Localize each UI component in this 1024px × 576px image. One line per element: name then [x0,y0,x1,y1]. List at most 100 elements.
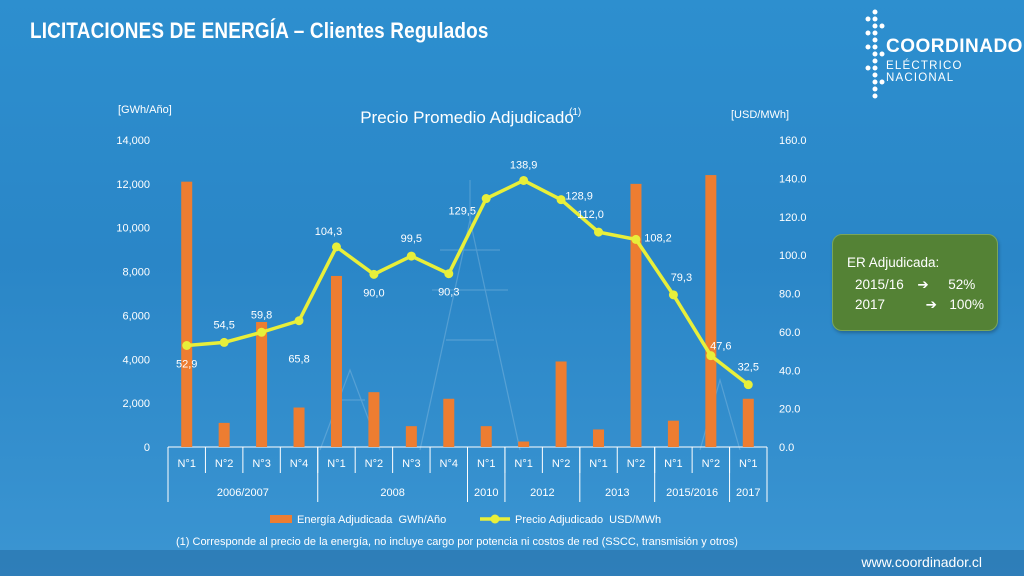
x-category-label: N°2 [702,458,720,470]
left-axis-tick-label: 10,000 [116,223,150,235]
er-row2-value: 100% [949,297,984,312]
price-point [519,175,529,185]
price-data-label: 128,9 [565,191,593,203]
chart-footnote: (1) Corresponde al precio de la energía,… [176,536,738,548]
logo-text-main: COORDINADOR [886,36,1024,57]
price-data-label: 129,5 [448,206,476,218]
slide-title: LICITACIONES DE ENERGÍA – Clientes Regul… [30,18,489,43]
chart-title-superscript: (1) [569,107,581,118]
legend-label-energy: Energía Adjudicada GWh/Año [297,514,446,526]
right-axis-tick-label: 100.0 [779,250,807,262]
er-adjudicada-box: ER Adjudicada: 2015/16 ➔ 52% 2017 ➔ 100% [832,234,998,331]
energy-bar [593,429,605,447]
left-axis-unit: [GWh/Año] [118,104,172,116]
x-group-label: 2010 [474,487,498,499]
er-row1-year: 2015/16 [855,277,904,292]
price-data-label: 59,8 [251,309,272,321]
website-link[interactable]: www.coordinador.cl [861,554,982,570]
er-row1-value: 52% [948,277,976,292]
right-axis-tick-label: 40.0 [779,365,800,377]
chart-title: Precio Promedio Adjudicado [360,108,574,127]
x-category-label: N°4 [290,458,308,470]
price-point [444,269,454,279]
price-data-label: 90,3 [438,287,459,299]
price-data-label: 54,5 [213,319,234,331]
price-point [706,351,716,361]
price-point [257,327,267,337]
energy-bar [218,422,230,447]
price-point [219,337,229,347]
energy-bar [256,322,268,447]
price-point [668,290,678,300]
price-data-label: 47,6 [710,341,731,353]
energy-bar [181,181,193,447]
energy-bar [555,361,567,447]
right-axis-tick-label: 20.0 [779,404,800,416]
x-category-label: N°1 [514,458,532,470]
price-data-label: 138,9 [510,159,538,171]
price-point [294,316,304,326]
legend-label-price: Precio Adjudicado USD/MWh [515,514,661,526]
x-group-label: 2012 [530,487,554,499]
price-point [594,227,604,237]
x-group-label: 2006/2007 [217,487,269,499]
energy-bar [742,398,754,447]
right-axis-tick-label: 80.0 [779,289,800,301]
price-data-label: 99,5 [401,233,422,245]
left-axis-tick-label: 4,000 [122,354,150,366]
price-data-label: 112,0 [577,209,604,221]
er-row-2017: 2017 ➔ 100% [855,297,984,313]
price-data-label: 65,8 [288,354,309,366]
energy-bar [293,407,305,447]
x-category-label: N°3 [252,458,270,470]
right-axis-tick-label: 140.0 [779,173,807,185]
right-axis-tick-label: 160.0 [779,135,807,147]
logo-text-sub: ELÉCTRICO NACIONAL [886,60,963,84]
x-category-label: N°1 [739,458,757,470]
x-group-label: 2017 [736,487,760,499]
price-data-label: 32,5 [738,362,759,374]
left-axis-tick-label: 14,000 [116,135,150,147]
price-point [369,269,379,279]
left-axis-tick-label: 12,000 [116,179,150,191]
energy-bar [405,426,417,447]
x-category-label: N°2 [365,458,383,470]
x-group-label: 2008 [380,487,404,499]
x-category-label: N°1 [327,458,345,470]
energy-bar [667,420,679,447]
x-category-label: N°1 [589,458,607,470]
x-category-label: N°1 [177,458,195,470]
logo-dots-icon [865,9,885,99]
legend-swatch-energy [270,515,292,523]
x-category-label: N°3 [402,458,420,470]
x-category-label: N°1 [477,458,495,470]
arrow-right-icon: ➔ [917,277,929,292]
energy-bar [518,441,530,447]
arrow-right-icon: ➔ [925,297,937,312]
price-data-label: 52,9 [176,358,197,370]
price-point [556,195,566,205]
price-point [743,380,753,390]
left-axis-tick-label: 6,000 [122,310,150,322]
right-axis-tick-label: 120.0 [779,212,807,224]
price-point [406,251,416,261]
left-axis-tick-label: 8,000 [122,267,150,279]
right-axis-tick-label: 60.0 [779,327,800,339]
energy-bar [480,426,492,447]
price-point [331,242,341,252]
energy-bar [368,392,380,447]
er-row2-year: 2017 [855,297,886,312]
price-data-label: 108,2 [644,232,672,244]
x-category-label: N°2 [552,458,570,470]
energy-bar [705,175,717,448]
energy-bar [443,398,455,447]
er-row-2015: 2015/16 ➔ 52% [855,277,975,293]
energy-bar [330,275,342,447]
right-axis-tick-label: 0.0 [779,442,794,454]
x-category-label: N°4 [440,458,458,470]
legend-swatch-price-point [490,514,500,524]
energy-bar [630,183,642,447]
left-axis-tick-label: 2,000 [122,398,150,410]
left-axis-tick-label: 0 [144,442,150,454]
